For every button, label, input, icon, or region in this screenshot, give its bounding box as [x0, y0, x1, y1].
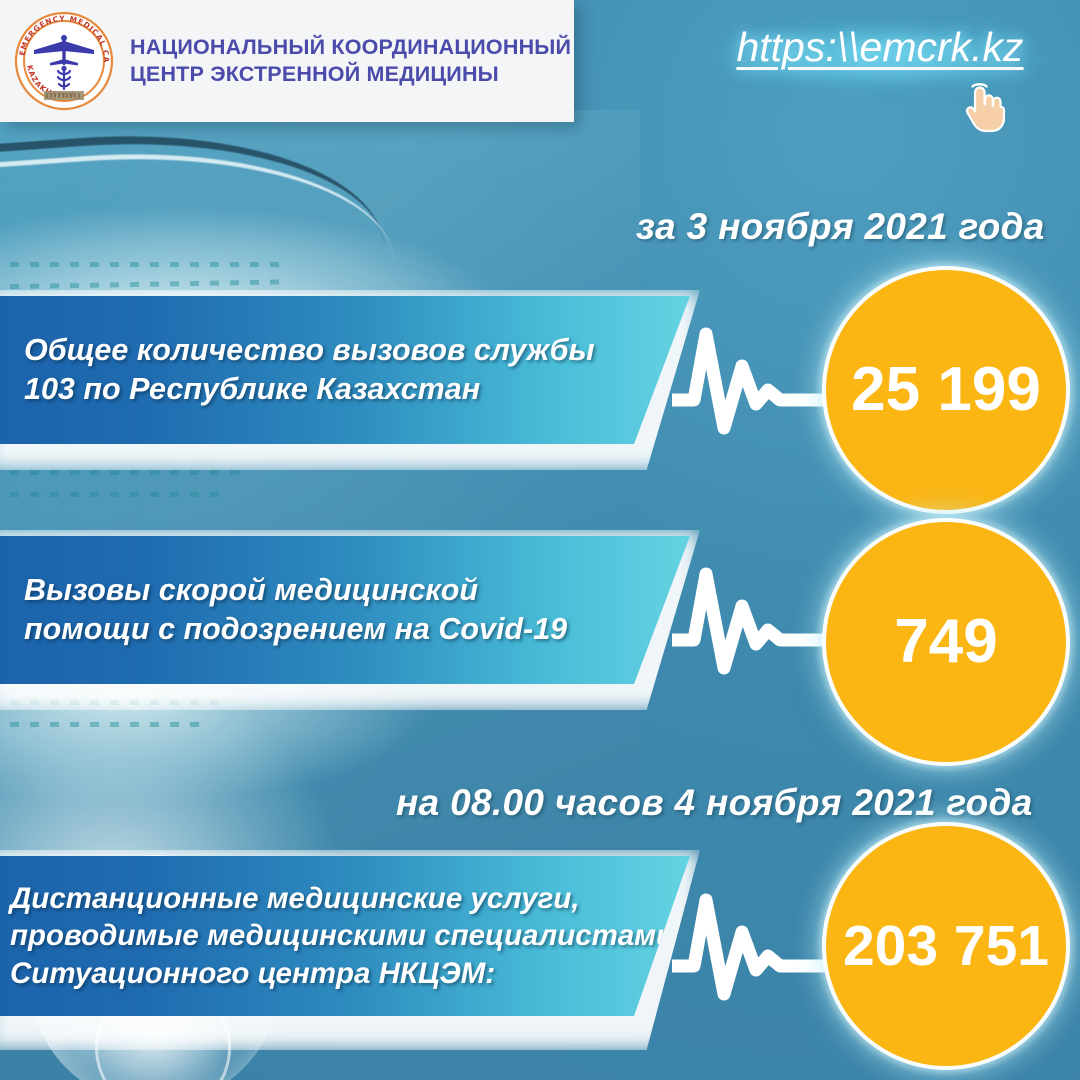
- website-url-block: https:\\emcrk.kz: [700, 20, 1060, 133]
- metric-label-line1: Дистанционные медицинские услуги,: [10, 881, 580, 915]
- metric-value-circle: 25 199: [826, 270, 1066, 510]
- pointing-hand-cursor-icon: [965, 83, 1006, 133]
- date-heading-period-2: на 08.00 часов 4 ноября 2021 года: [396, 782, 1033, 823]
- metric-value: 749: [894, 607, 998, 676]
- metric-label-line3: Ситуационного центра НКЦЭМ:: [10, 956, 496, 990]
- metric-label: Дистанционные медицинские услуги, провод…: [10, 880, 674, 992]
- metric-label-line1: Общее количество вызовов службы: [24, 332, 595, 367]
- metric-row-covid-calls: Вызовы скорой медицинской помощи с подоз…: [0, 514, 1080, 770]
- metric-label-line1: Вызовы скорой медицинской: [24, 572, 479, 607]
- metric-banner: Дистанционные медицинские услуги, провод…: [0, 856, 690, 1016]
- organization-logo-icon: EMERGENCY MEDICAL CARE OF KAZAKHSTAN: [8, 5, 120, 117]
- url-glow-decoration: [710, 20, 1050, 92]
- organization-name-line1: НАЦИОНАЛЬНЫЙ КООРДИНАЦИОННЫЙ: [130, 34, 572, 59]
- mask-stitch-line: [0, 262, 290, 267]
- metric-value: 25 199: [851, 355, 1041, 424]
- background-surgical-masks-photo: [0, 110, 640, 930]
- mask-stitch-line: [0, 722, 205, 727]
- date-heading-period-1: за 3 ноября 2021 года: [636, 206, 1045, 247]
- metric-label-line2: проводимые медицинскими специалистами: [10, 919, 675, 953]
- metric-banner: Вызовы скорой медицинской помощи с подоз…: [0, 536, 690, 684]
- metric-label-line2: помощи с подозрением на Covid-19: [24, 612, 568, 646]
- metric-value-circle: 749: [826, 522, 1066, 762]
- mask-stitch-line: [0, 470, 240, 475]
- mask-stitch-line: [0, 492, 230, 497]
- metric-row-total-calls: Общее количество вызовов службы 103 по Р…: [0, 262, 1080, 518]
- metric-row-remote-services: Дистанционные медицинские услуги, провод…: [0, 818, 1080, 1074]
- metric-label: Общее количество вызовов службы 103 по Р…: [24, 331, 595, 409]
- metric-label: Вызовы скорой медицинской помощи с подоз…: [24, 571, 567, 649]
- metric-banner: Общее количество вызовов службы 103 по Р…: [0, 296, 690, 444]
- organization-name-line2: ЦЕНТР ЭКСТРЕННОЙ МЕДИЦИНЫ: [130, 62, 499, 86]
- website-url-link[interactable]: https:\\emcrk.kz: [736, 24, 1024, 70]
- metric-value: 203 751: [842, 913, 1050, 978]
- metric-label-line2: 103 по Республике Казахстан: [24, 372, 481, 406]
- header-panel: EMERGENCY MEDICAL CARE OF KAZAKHSTAN: [0, 0, 574, 122]
- metric-value-circle: 203 751: [826, 826, 1066, 1066]
- organization-name: НАЦИОНАЛЬНЫЙ КООРДИНАЦИОННЫЙ ЦЕНТР ЭКСТР…: [130, 34, 571, 88]
